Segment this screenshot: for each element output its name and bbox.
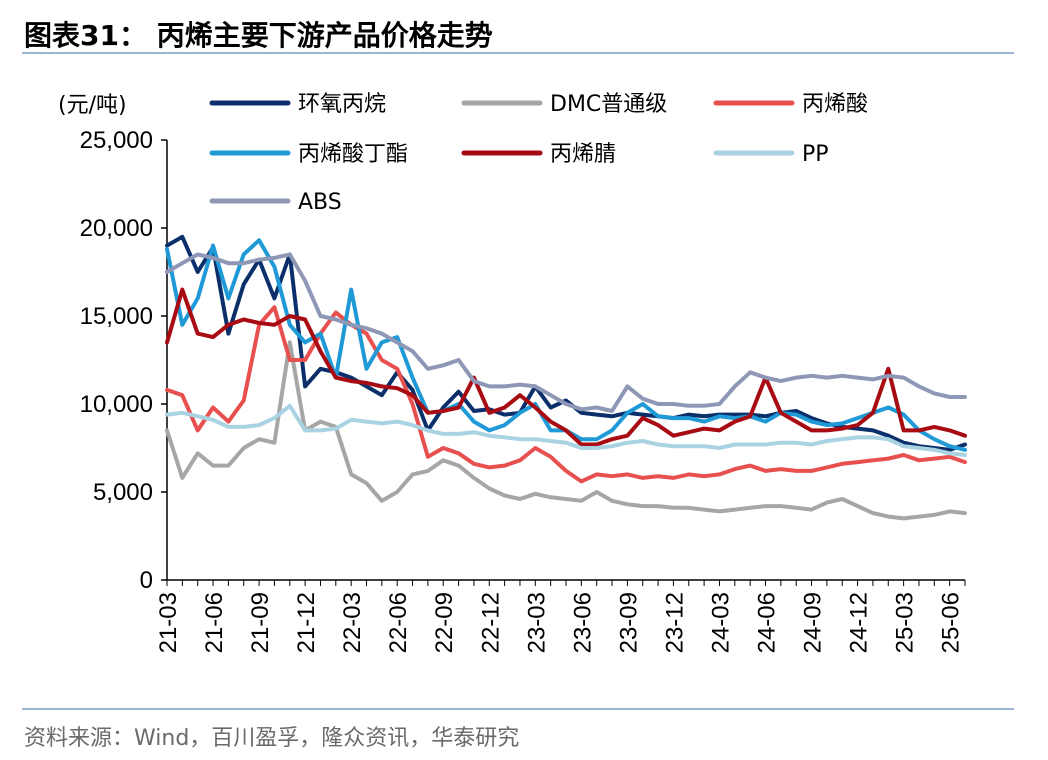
x-tick-label: 23-12 — [661, 592, 688, 653]
x-tick-label: 21-03 — [155, 592, 182, 653]
y-tick-label: 0 — [140, 567, 153, 594]
legend-label: 丙烯酸丁酯 — [298, 142, 408, 167]
series-line-5 — [165, 403, 967, 457]
x-tick-label: 22-06 — [385, 592, 412, 653]
legend-label: 丙烯酸 — [802, 92, 868, 117]
x-tick-label: 22-12 — [477, 592, 504, 653]
series-line-2 — [165, 305, 967, 484]
y-axis-unit-label: (元/吨) — [58, 93, 127, 118]
legend-label: 环氧丙烷 — [298, 92, 386, 117]
legend-label: ABS — [298, 190, 342, 215]
legend-label: DMC普通级 — [550, 92, 667, 117]
x-tick-label: 21-12 — [293, 592, 320, 653]
x-tick-label: 22-03 — [339, 592, 366, 653]
x-tick-label: 24-06 — [754, 592, 781, 653]
x-tick-label: 24-12 — [846, 592, 873, 653]
legend-label: PP — [802, 142, 829, 167]
x-tick-label: 21-06 — [201, 592, 228, 653]
title-divider — [22, 52, 1014, 54]
x-tick-label: 22-09 — [431, 592, 458, 653]
chart-series — [165, 234, 967, 521]
x-tick-label: 21-09 — [247, 592, 274, 653]
x-tick-label: 24-03 — [707, 592, 734, 653]
y-tick-label: 10,000 — [80, 391, 153, 418]
y-tick-label: 20,000 — [80, 215, 153, 242]
series-line-4 — [165, 287, 967, 447]
x-tick-label: 23-06 — [569, 592, 596, 653]
x-tick-label: 25-03 — [892, 592, 919, 653]
y-tick-label: 5,000 — [93, 479, 153, 506]
x-tick-label: 25-06 — [938, 592, 965, 653]
legend-label: 丙烯腈 — [550, 142, 616, 167]
figure-title: 图表31： 丙烯主要下游产品价格走势 — [24, 19, 493, 52]
x-tick-label: 23-09 — [615, 592, 642, 653]
series-line-6 — [165, 252, 967, 413]
y-tick-label: 15,000 — [80, 303, 153, 330]
source-note: 资料来源：Wind，百川盈孚，隆众资讯，华泰研究 — [24, 726, 520, 751]
chart-axes: 0 5,000 10,000 15,000 20,000 25,000 21-03 21-06… — [80, 127, 966, 653]
line-chart: 0 5,000 10,000 15,000 20,000 25,000 21-03 21-06… — [58, 92, 967, 653]
series-line-1 — [165, 340, 967, 521]
y-tick-label: 25,000 — [80, 127, 153, 154]
x-tick-label: 24-09 — [800, 592, 827, 653]
x-tick-label: 23-03 — [523, 592, 550, 653]
source-divider — [22, 708, 1014, 710]
